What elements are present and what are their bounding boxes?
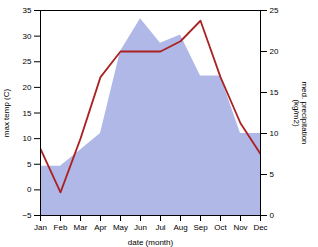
- svg-text:Mar: Mar: [74, 223, 88, 232]
- svg-text:Jan: Jan: [34, 223, 47, 232]
- svg-text:−5: −5: [22, 211, 32, 220]
- svg-text:Jun: Jun: [134, 223, 147, 232]
- svg-text:max temp (C): max temp (C): [2, 88, 11, 137]
- svg-text:20: 20: [23, 83, 32, 92]
- svg-text:10: 10: [270, 129, 279, 138]
- svg-text:25: 25: [270, 6, 279, 15]
- svg-text:10: 10: [23, 134, 32, 143]
- svg-text:15: 15: [23, 109, 32, 118]
- svg-text:Feb: Feb: [54, 223, 68, 232]
- svg-text:0: 0: [27, 185, 32, 194]
- svg-text:35: 35: [23, 6, 32, 15]
- svg-text:20: 20: [270, 47, 279, 56]
- svg-text:Apr: Apr: [94, 223, 107, 232]
- svg-text:Nov: Nov: [233, 223, 247, 232]
- svg-text:Oct: Oct: [214, 223, 227, 232]
- svg-text:date (month): date (month): [128, 238, 174, 247]
- svg-text:5: 5: [270, 170, 275, 179]
- svg-text:0: 0: [270, 211, 275, 220]
- svg-text:Aug: Aug: [173, 223, 187, 232]
- svg-text:5: 5: [27, 160, 32, 169]
- svg-text:Jul: Jul: [155, 223, 165, 232]
- svg-text:30: 30: [23, 32, 32, 41]
- svg-text:Dec: Dec: [253, 223, 267, 232]
- svg-text:25: 25: [23, 57, 32, 66]
- svg-text:med. precipitation(kg/m2): med. precipitation(kg/m2): [292, 81, 309, 144]
- svg-text:Sep: Sep: [193, 223, 208, 232]
- svg-text:15: 15: [270, 88, 279, 97]
- svg-text:May: May: [113, 223, 128, 232]
